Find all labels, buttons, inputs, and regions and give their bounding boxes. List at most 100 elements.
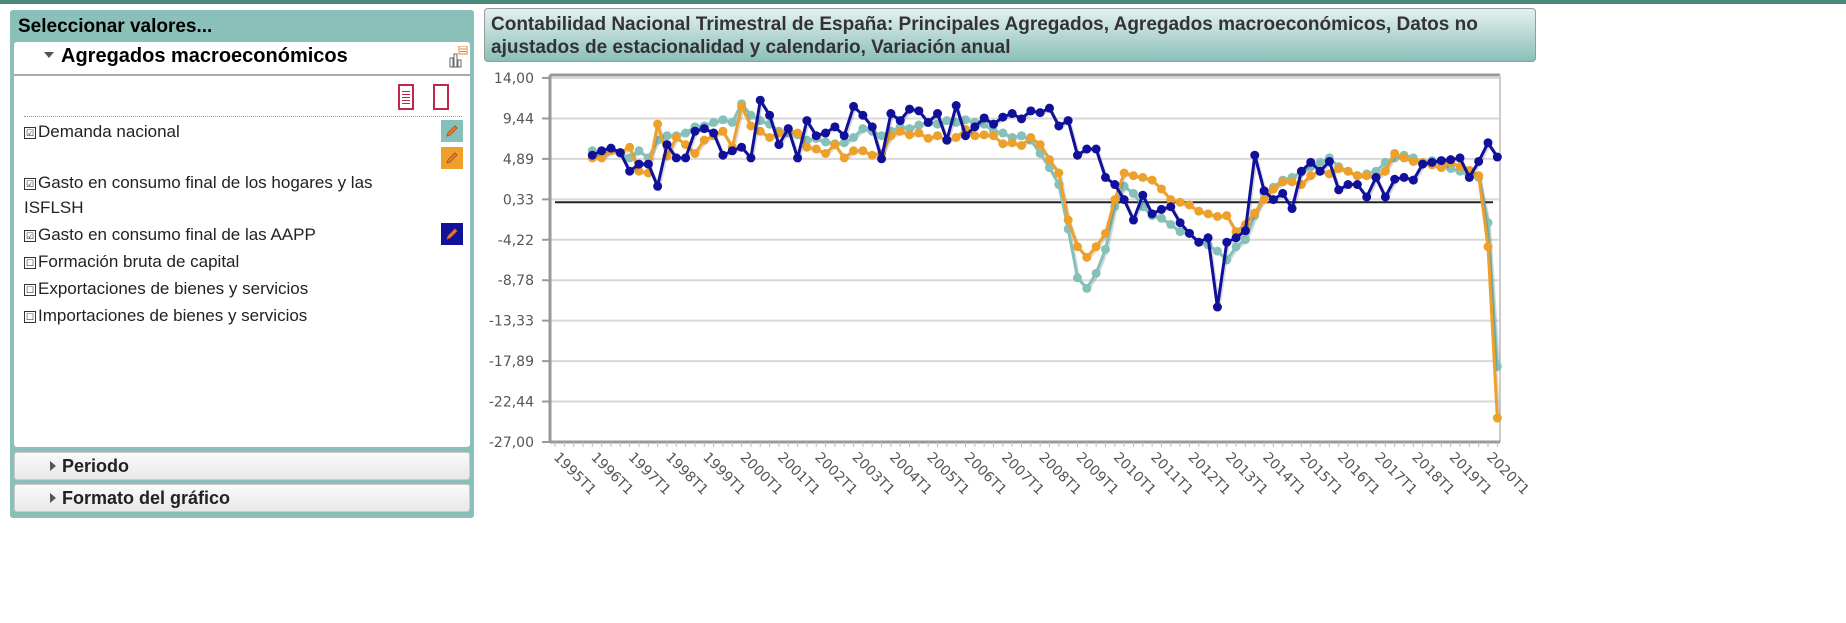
divider xyxy=(24,116,462,117)
data-point xyxy=(1390,148,1400,158)
data-point xyxy=(1362,192,1372,202)
list-item[interactable]: ☑ Gasto en consumo final de las AAPP xyxy=(24,222,434,247)
data-point xyxy=(839,153,849,163)
series-line-0 xyxy=(591,102,1499,367)
checkbox[interactable]: ☑ xyxy=(24,178,36,190)
data-point xyxy=(979,113,989,123)
list-item[interactable]: ☐ Formación bruta de capital xyxy=(24,249,434,274)
data-point xyxy=(998,139,1008,149)
data-point xyxy=(942,135,952,145)
data-point xyxy=(942,116,952,126)
data-point xyxy=(905,104,915,114)
item-label: Importaciones de bienes y servicios xyxy=(38,306,308,325)
pencil-icon[interactable] xyxy=(441,147,463,169)
y-tick-label: -13,33 xyxy=(489,314,534,330)
data-point xyxy=(690,148,700,158)
data-point xyxy=(727,146,737,156)
y-tick-label: -27,00 xyxy=(489,435,534,451)
deselect-all-icon[interactable] xyxy=(433,84,449,110)
data-point xyxy=(961,115,971,125)
checkbox[interactable]: ☑ xyxy=(24,230,36,242)
data-point xyxy=(1306,171,1316,181)
list-item[interactable]: ☐ Exportaciones de bienes y servicios xyxy=(24,276,434,301)
pencil-icon[interactable] xyxy=(441,223,463,245)
data-point xyxy=(1250,150,1260,160)
data-point xyxy=(1240,235,1250,245)
section-label: Formato del gráfico xyxy=(62,488,231,508)
data-point xyxy=(970,122,980,132)
data-point xyxy=(830,140,840,150)
checkbox[interactable]: ☑ xyxy=(24,127,36,139)
list-item[interactable]: ☑ Demanda nacional xyxy=(24,119,434,144)
panel-title: Seleccionar valores... xyxy=(18,16,213,37)
data-point xyxy=(858,146,868,156)
checkbox[interactable]: ☐ xyxy=(24,257,36,269)
data-point xyxy=(653,181,663,191)
data-point xyxy=(1007,109,1017,119)
data-point xyxy=(1166,195,1176,205)
data-point xyxy=(998,112,1008,122)
data-point xyxy=(1268,195,1278,205)
data-point xyxy=(1044,155,1054,165)
section-periodo[interactable]: Periodo xyxy=(14,452,470,480)
data-point xyxy=(1203,209,1213,219)
data-point xyxy=(1138,172,1148,182)
data-point xyxy=(1119,195,1129,205)
caret-down-icon xyxy=(44,52,54,58)
data-point xyxy=(1362,171,1372,181)
data-point xyxy=(1100,244,1110,254)
data-point xyxy=(1035,148,1045,158)
section-label: Periodo xyxy=(62,456,130,476)
data-point xyxy=(1194,206,1204,216)
series-shadow xyxy=(593,97,1501,309)
list-item[interactable]: ☑ Gasto en consumo final de los hogares y… xyxy=(24,170,434,220)
data-point xyxy=(1212,246,1222,256)
data-point xyxy=(1175,227,1185,237)
data-point xyxy=(625,166,635,176)
data-point xyxy=(1343,180,1353,190)
data-point xyxy=(1156,213,1166,223)
data-point xyxy=(1147,175,1157,185)
list-item[interactable]: ☐ Importaciones de bienes y servicios xyxy=(24,303,434,328)
data-point xyxy=(606,143,616,153)
data-point xyxy=(1240,226,1250,236)
data-point xyxy=(1287,177,1297,187)
data-point xyxy=(1427,157,1437,167)
data-point xyxy=(774,140,784,150)
accordion-header[interactable]: Agregados macroeconómicos xyxy=(14,42,470,76)
data-point xyxy=(1371,166,1381,176)
data-point xyxy=(1492,413,1502,423)
data-point xyxy=(1035,140,1045,150)
data-point xyxy=(1044,103,1054,113)
y-tick-label: -8,78 xyxy=(498,273,534,289)
checkbox[interactable]: ☐ xyxy=(24,311,36,323)
data-point xyxy=(1446,155,1456,165)
data-point xyxy=(718,115,728,125)
select-all-icon[interactable] xyxy=(398,84,414,110)
data-point xyxy=(802,116,812,126)
data-point xyxy=(1231,233,1241,243)
data-point xyxy=(1315,157,1325,167)
data-point xyxy=(681,153,691,163)
data-point xyxy=(1371,172,1381,182)
data-point xyxy=(1446,164,1456,174)
data-point xyxy=(1091,144,1101,154)
data-point xyxy=(1184,228,1194,238)
section-formato[interactable]: Formato del gráfico xyxy=(14,484,470,512)
data-point xyxy=(1110,180,1120,190)
bar-chart-icon[interactable] xyxy=(448,46,468,68)
data-point xyxy=(849,101,859,111)
data-point xyxy=(1418,159,1428,169)
data-point xyxy=(905,130,915,140)
data-point xyxy=(886,109,896,119)
pencil-icon[interactable] xyxy=(441,120,463,142)
data-point xyxy=(1175,218,1185,228)
agregados-accordion: Agregados macroeconómicos ☑ Demanda nacio… xyxy=(14,42,470,447)
checkbox[interactable]: ☐ xyxy=(24,284,36,296)
data-point xyxy=(1268,184,1278,194)
data-point xyxy=(951,117,961,127)
data-point xyxy=(1212,211,1222,221)
data-point xyxy=(1100,172,1110,182)
data-point xyxy=(746,121,756,131)
data-point xyxy=(1203,233,1213,243)
